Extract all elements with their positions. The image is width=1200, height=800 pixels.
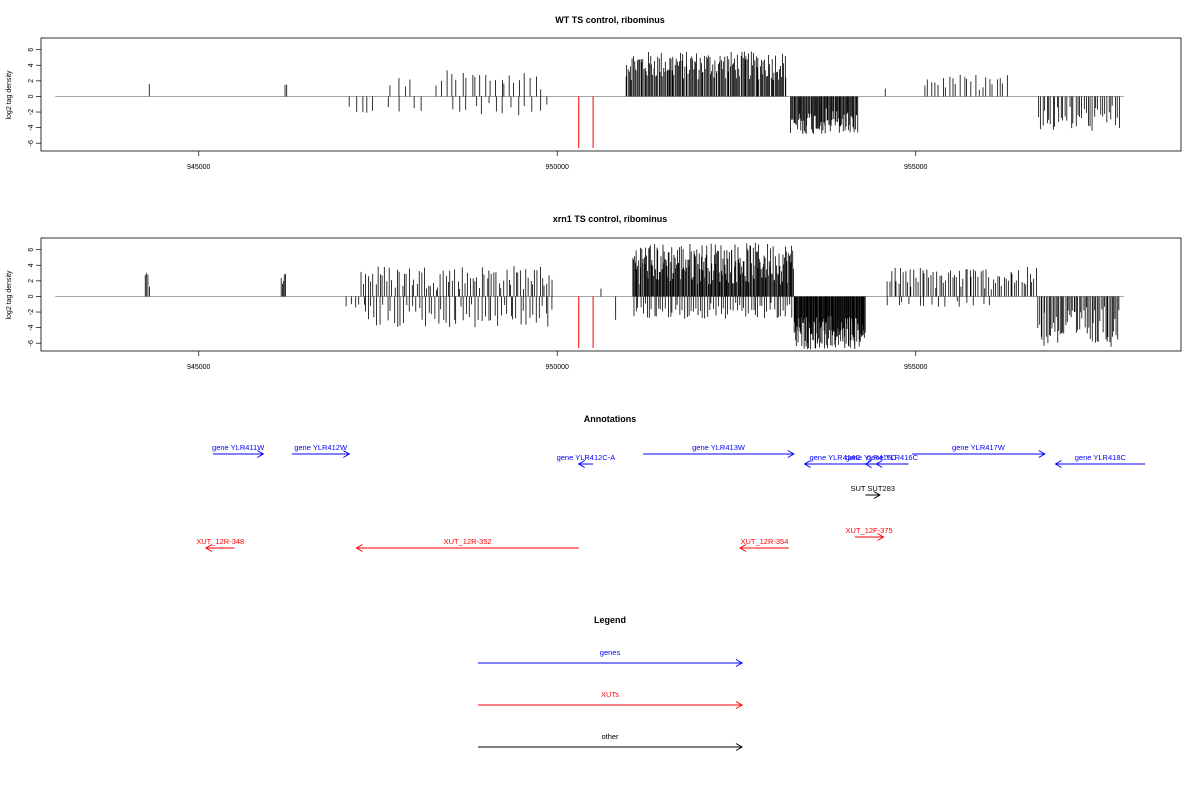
annotations-title: Annotations [584,414,637,424]
annotation-xut: XUT_12R-352 [355,537,579,552]
xrn1-y-tick-label: 0 [28,294,35,298]
annotation-arrow-head [787,450,795,458]
xrn1-y-tick-label: 6 [28,248,35,252]
xrn1-y-axis-label: log2 tag density [6,270,13,320]
xrn1-y-tick-label: 4 [28,263,35,267]
annotation-gene: gene YLR417W [912,443,1046,458]
legend-label: other [601,732,619,741]
annotation-label: gene YLR413W [692,443,746,452]
legend-item-xuts: XUTs [478,690,743,709]
annotation-xut: XUT_12R-354 [739,537,789,552]
annotation-arrow-head [877,533,885,541]
annotation-gene: gene YLR411W [212,443,265,458]
annotation-label: gene YLR417W [952,443,1006,452]
wt-x-tick-label: 945000 [187,164,210,171]
annotation-gene: gene YLR414C [803,453,866,468]
wt-plot-frame [40,37,1182,152]
wt-x-tick-label: 955000 [904,164,927,171]
annotation-gene: gene YLR413W [643,443,795,458]
annotation-gene: gene YLR412W [291,443,351,458]
wt-panel-title: WT TS control, ribominus [555,15,665,25]
annotation-gene: gene YLR412C-A [557,453,616,468]
annotation-label: XUT_12R-348 [196,537,244,546]
wt-y-axis-label: log2 tag density [6,70,13,120]
annotation-gene: gene YLR415C [845,453,897,468]
annotation-arrow-head [204,544,213,552]
wt-y-tick-label: -6 [28,140,35,146]
xrn1-y-axis: -6 -4 -2 0 2 4 6 [28,248,41,346]
annotation-label: gene YLR411W [212,443,265,452]
annotation-arrow-head [577,460,585,468]
legend-title: Legend [594,615,626,625]
xrn1-y-tick-label: -4 [28,324,35,330]
legend-label: genes [600,648,621,657]
xrn1-y-tick-label: -6 [28,340,35,346]
annotation-features: gene YLR411W gene YLR412W gene YLR412C-A ge… [196,443,1146,552]
legend-items: genes XUTs other [478,648,743,751]
xrn1-x-axis: 945000 950000 955000 [187,351,928,371]
wt-y-tick-label: -2 [28,109,35,115]
legend-item-genes: genes [478,648,743,667]
wt-y-axis: -6 -4 -2 0 2 4 6 [28,48,41,146]
xrn1-x-tick-label: 955000 [904,364,927,371]
annotation-label: gene YLR412W [294,443,348,452]
annotation-label: gene YLR414C [809,453,861,462]
annotations-track: Annotations gene YLR411W gene YLR412Wgene… [196,414,1146,552]
xrn1-coverage-bars [55,242,1124,350]
wt-y-tick-label: 2 [28,79,35,83]
xrn1-plot-frame [40,237,1182,352]
annotation-arrow-head [873,491,881,499]
legend: Legend genes XUTs other [478,615,743,751]
annotation-label: SUT SUT283 [850,484,894,493]
annotation-label: gene YLR416C [867,453,919,462]
annotation-arrow-head [803,460,811,468]
annotation-arrow-head [1054,460,1062,468]
wt-y-tick-label: 0 [28,94,35,98]
annotation-label: gene YLR418C [1075,453,1127,462]
annotation-arrow-head [875,460,883,468]
annotation-arrow-head [1038,450,1046,458]
annotation-arrow-head [864,460,872,468]
annotation-xut: XUT_12F-375 [846,526,893,541]
annotation-arrow-head [257,450,265,458]
xrn1-y-tick-label: 2 [28,279,35,283]
legend-arrow-head [735,701,743,709]
legend-item-other: other [478,732,743,751]
annotation-gene: gene YLR416C [867,453,919,468]
annotation-label: XUT_12R-352 [444,537,492,546]
wt-x-axis: 945000 950000 955000 [187,151,928,171]
wt-coverage-bars [55,51,1124,148]
wt-coverage-panel: WT TS control, ribominus log2 tag densit… [6,15,1182,171]
annotation-arrow-head [343,450,351,458]
annotation-other: SUT SUT283 [850,484,895,499]
annotation-gene: gene YLR418C [1054,453,1146,468]
annotation-label: gene YLR412C-A [557,453,616,462]
xrn1-x-tick-label: 950000 [546,364,569,371]
legend-arrow-head [735,659,743,667]
wt-y-tick-label: 4 [28,63,35,67]
wt-x-tick-label: 950000 [546,164,569,171]
annotation-label: XUT_12F-375 [846,526,893,535]
xrn1-y-tick-label: -2 [28,309,35,315]
xrn1-x-tick-label: 945000 [187,364,210,371]
wt-y-tick-label: 6 [28,48,35,52]
xrn1-panel-title: xrn1 TS control, ribominus [553,214,668,224]
annotation-label: XUT_12R-354 [740,537,788,546]
wt-y-tick-label: -4 [28,124,35,130]
legend-arrow-head [735,743,743,751]
annotation-arrow-head [739,544,747,552]
annotation-label: gene YLR415C [845,453,897,462]
legend-label: XUTs [601,690,619,699]
xrn1-coverage-panel: xrn1 TS control, ribominus log2 tag dens… [6,214,1182,371]
annotation-xut: XUT_12R-348 [196,537,244,552]
annotation-arrow-head [355,544,363,552]
